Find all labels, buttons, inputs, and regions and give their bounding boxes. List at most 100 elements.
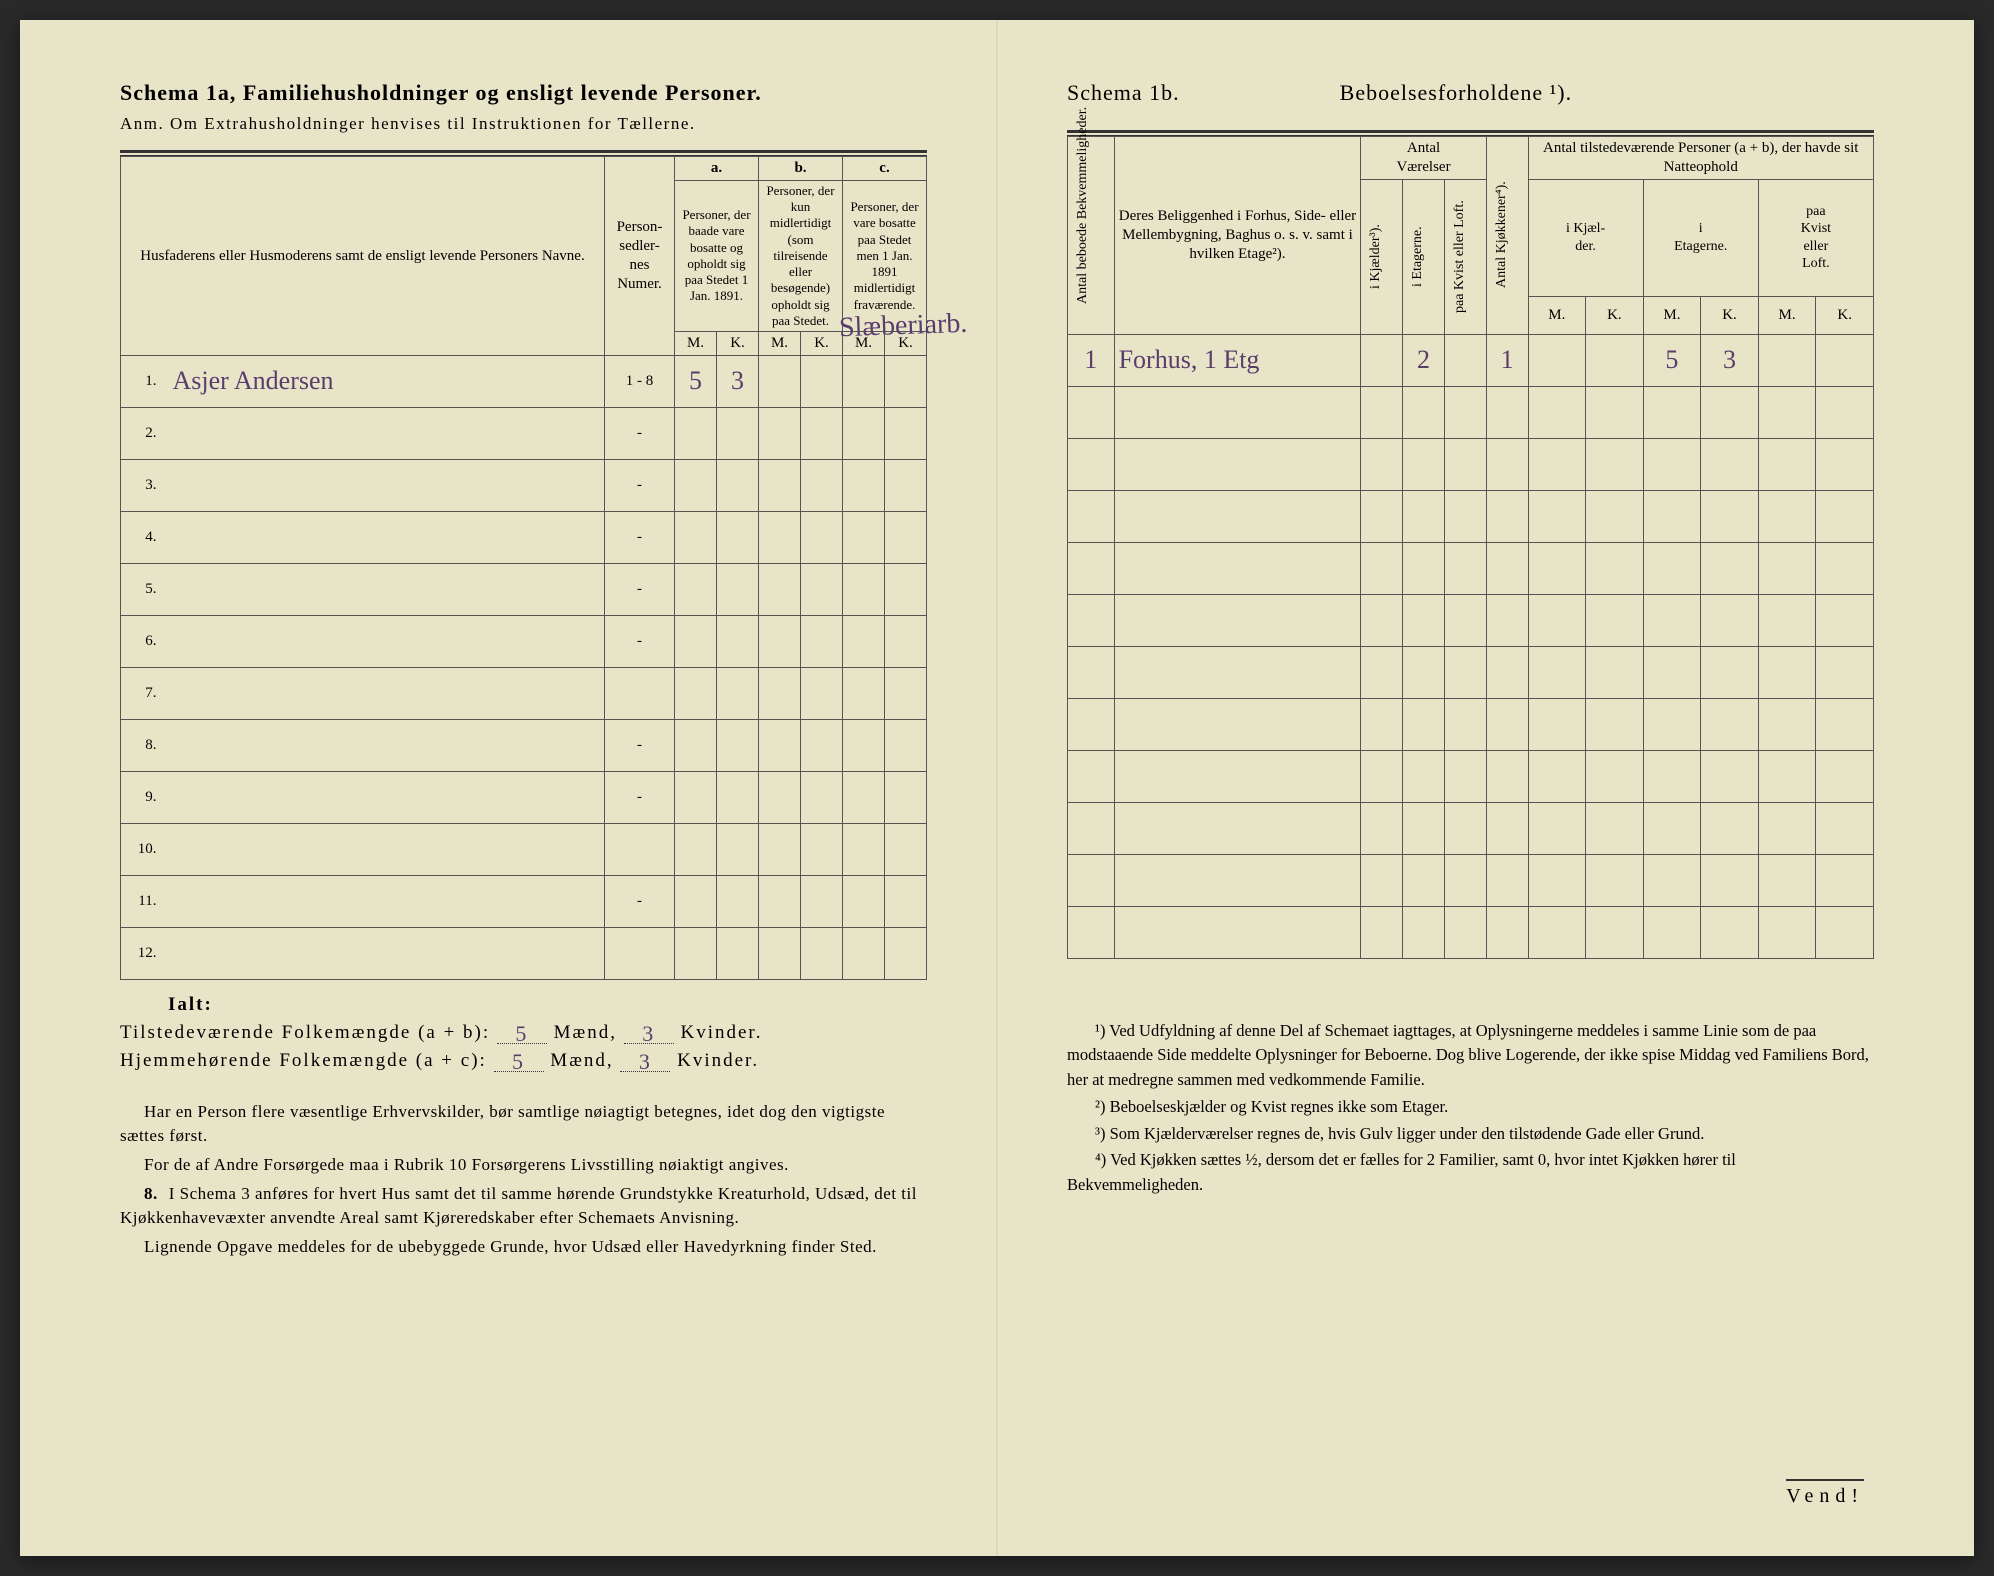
table-cell — [1528, 698, 1586, 750]
table-cell — [1758, 386, 1816, 438]
table-cell — [717, 667, 759, 719]
table-cell — [759, 823, 801, 875]
table-cell — [1403, 698, 1445, 750]
table-cell — [1361, 854, 1403, 906]
table-cell — [801, 823, 843, 875]
table-cell — [1068, 750, 1115, 802]
table-cell — [843, 719, 885, 771]
table-cell — [1114, 750, 1361, 802]
grp-natteophold: Antal tilstedeværende Personer (a + b), … — [1528, 137, 1873, 180]
table-cell — [885, 355, 927, 407]
table-row: 2.- — [121, 407, 927, 459]
right-footnotes: ¹) Ved Udfyldning af denne Del af Schema… — [1067, 1019, 1874, 1198]
table-cell — [801, 667, 843, 719]
table-cell — [1701, 906, 1759, 958]
table-cell: - — [605, 615, 675, 667]
table-cell — [843, 667, 885, 719]
table-cell — [1114, 542, 1361, 594]
table-cell — [169, 927, 605, 979]
table-cell — [1068, 542, 1115, 594]
table-cell — [1586, 438, 1644, 490]
table-cell — [843, 563, 885, 615]
table-cell — [1068, 490, 1115, 542]
table-cell: - — [605, 563, 675, 615]
table-cell — [169, 511, 605, 563]
table-row: 1Forhus, 1 Etg2153 — [1068, 334, 1874, 386]
table-cell — [1816, 386, 1874, 438]
table-cell — [759, 875, 801, 927]
table-cell — [1586, 750, 1644, 802]
table-cell: - — [605, 771, 675, 823]
table-cell — [1486, 490, 1528, 542]
table-cell — [1701, 386, 1759, 438]
table-row — [1068, 802, 1874, 854]
table-cell — [169, 667, 605, 719]
col-kvist: paa Kvist eller Loft. — [1449, 182, 1471, 332]
col-a-desc: Personer, der baade vare bosatte og opho… — [675, 180, 759, 331]
col-names: Husfaderens eller Husmoderens samt de en… — [121, 157, 605, 356]
table-cell — [801, 459, 843, 511]
table-row: 11.- — [121, 875, 927, 927]
table-cell — [801, 407, 843, 459]
table-cell — [1068, 802, 1115, 854]
table-cell — [675, 511, 717, 563]
tilstede-k: 3 — [642, 1021, 655, 1047]
table-cell — [1114, 438, 1361, 490]
hjemme-line: Hjemmehørende Folkemængde (a + c): 5 Mæn… — [120, 1050, 927, 1072]
table-cell — [169, 615, 605, 667]
table-cell — [1361, 646, 1403, 698]
table-cell — [1361, 594, 1403, 646]
table-cell: 1 — [1486, 334, 1528, 386]
handwritten-value: Asjer Andersen — [173, 366, 334, 395]
table-cell — [1528, 542, 1586, 594]
table-cell — [1486, 698, 1528, 750]
table-cell — [801, 927, 843, 979]
table-cell — [885, 563, 927, 615]
table-cell: 5 — [1643, 334, 1701, 386]
table-cell — [1586, 906, 1644, 958]
table-row: 1.Asjer Andersen1 - 853 — [121, 355, 927, 407]
table-cell — [1701, 490, 1759, 542]
maend-label-2: Mænd, — [550, 1050, 613, 1071]
table-row: 6.- — [121, 615, 927, 667]
table-cell — [1114, 490, 1361, 542]
table-cell — [1643, 802, 1701, 854]
table-cell — [1114, 698, 1361, 750]
table-cell — [675, 563, 717, 615]
table-cell — [675, 823, 717, 875]
table-cell — [759, 407, 801, 459]
table-cell — [1486, 854, 1528, 906]
table-cell — [1444, 698, 1486, 750]
table-cell — [1816, 854, 1874, 906]
table-row — [1068, 386, 1874, 438]
table-cell: 7. — [121, 667, 169, 719]
tilstede-m: 5 — [515, 1021, 528, 1047]
table-cell: 1 - 8 — [605, 355, 675, 407]
table-cell — [1701, 438, 1759, 490]
table-cell — [885, 459, 927, 511]
table-cell — [1528, 750, 1586, 802]
table-row — [1068, 854, 1874, 906]
table-cell — [1586, 802, 1644, 854]
table-cell — [1528, 854, 1586, 906]
table-cell: 9. — [121, 771, 169, 823]
table-cell — [1403, 646, 1445, 698]
group-b: b. — [759, 157, 843, 181]
hjemme-m: 5 — [512, 1049, 525, 1075]
table-cell — [169, 563, 605, 615]
table-cell — [1586, 854, 1644, 906]
tilstede-label: Tilstedeværende Folkemængde (a + b): — [120, 1022, 490, 1043]
table-cell: Forhus, 1 Etg — [1114, 334, 1361, 386]
group-a: a. — [675, 157, 759, 181]
table-cell — [885, 771, 927, 823]
note-8b: Lignende Opgave meddeles for de ubebygge… — [120, 1235, 927, 1260]
table-cell — [759, 771, 801, 823]
table-cell — [1068, 854, 1115, 906]
table-cell — [759, 511, 801, 563]
table-cell — [1701, 802, 1759, 854]
handwritten-value: 1 — [1084, 345, 1097, 374]
table-cell — [1486, 386, 1528, 438]
nkv-m: M. — [1758, 297, 1816, 334]
schema-1a-subtitle: Anm. Om Extrahusholdninger henvises til … — [120, 114, 927, 134]
table-cell: - — [605, 719, 675, 771]
